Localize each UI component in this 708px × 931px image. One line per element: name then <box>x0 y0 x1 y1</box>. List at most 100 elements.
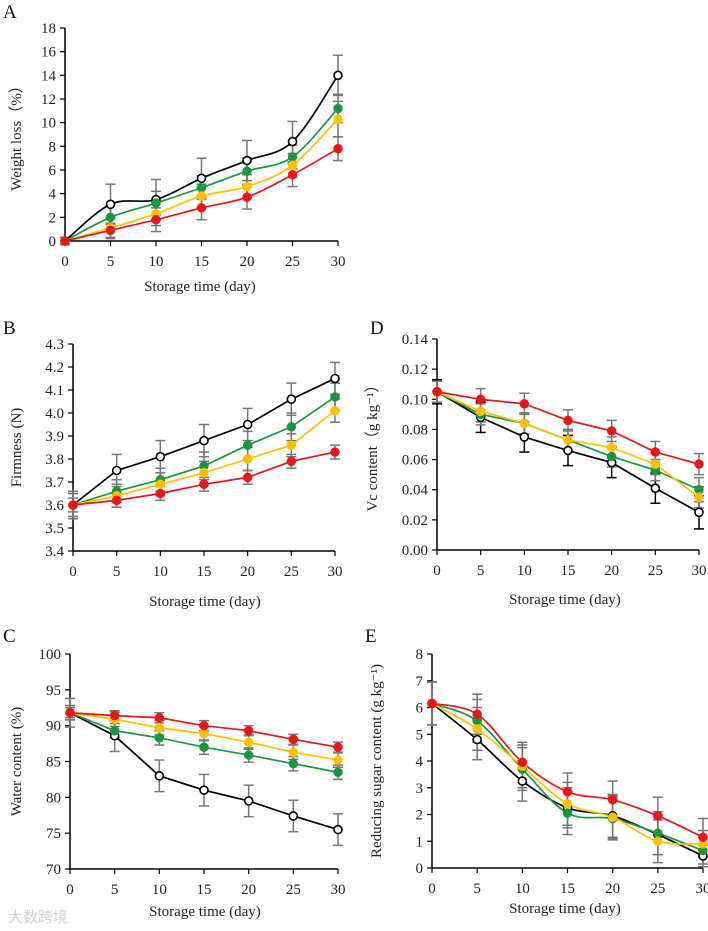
data-point <box>517 776 528 786</box>
data-point <box>472 734 482 745</box>
x-axis-label: Storage time (day) <box>149 904 261 920</box>
y-tick-label: 10 <box>41 116 56 132</box>
data-point <box>105 212 116 223</box>
data-point <box>196 203 207 213</box>
data-point <box>694 459 704 469</box>
data-point <box>105 199 116 210</box>
data-point <box>154 771 165 781</box>
data-point <box>517 757 528 768</box>
x-tick-label: 30 <box>331 254 346 270</box>
y-tick-label: 0.00 <box>402 543 428 559</box>
data-point <box>199 785 209 795</box>
data-point <box>199 479 209 490</box>
data-point <box>653 828 663 838</box>
y-tick-label: 3.7 <box>45 475 64 491</box>
data-point <box>288 734 299 745</box>
data-point <box>242 454 253 464</box>
y-tick-label: 4.1 <box>45 383 64 399</box>
data-point <box>432 387 442 397</box>
y-tick-label: 4 <box>416 754 424 770</box>
y-axis-label: Vc content（g kg⁻¹） <box>364 377 381 511</box>
x-tick-label: 25 <box>284 564 299 580</box>
data-point <box>333 742 343 752</box>
data-point <box>243 750 254 760</box>
data-point <box>199 720 209 731</box>
data-point <box>519 399 530 409</box>
y-axis-label: Firmness (N) <box>9 408 25 488</box>
data-point <box>562 787 573 797</box>
data-point <box>694 492 704 502</box>
y-tick-label: 0.08 <box>402 422 428 438</box>
x-tick-label: 5 <box>111 882 119 898</box>
y-axis-label: Weight loss（%） <box>8 78 25 191</box>
x-tick-label: 10 <box>515 881 530 897</box>
panel-letter: E <box>365 626 377 647</box>
y-tick-label: 4.3 <box>45 337 64 353</box>
x-tick-label: 10 <box>149 254 164 270</box>
data-point <box>333 103 343 114</box>
y-tick-label: 3.8 <box>45 452 64 468</box>
y-tick-label: 100 <box>39 647 62 663</box>
data-point <box>427 698 437 709</box>
data-point <box>333 824 343 835</box>
y-tick-label: 12 <box>41 92 56 108</box>
x-tick-label: 15 <box>561 563 576 579</box>
data-point <box>196 191 207 201</box>
data-point <box>111 465 122 476</box>
x-axis-label: Storage time (day) <box>149 594 261 610</box>
x-tick-label: 25 <box>650 881 665 897</box>
y-tick-label: 75 <box>46 826 61 842</box>
data-point <box>242 440 253 450</box>
panel-letter: D <box>370 318 384 339</box>
data-point <box>288 811 299 821</box>
y-tick-label: 85 <box>46 755 61 771</box>
data-point <box>333 114 343 124</box>
x-tick-label: 30 <box>696 881 708 897</box>
data-point <box>287 136 298 147</box>
y-tick-label: 5 <box>416 727 424 743</box>
data-point <box>333 767 343 777</box>
data-point <box>286 456 297 467</box>
x-tick-label: 30 <box>328 564 343 580</box>
data-point <box>330 405 340 416</box>
data-point <box>243 737 254 747</box>
x-tick-label: 25 <box>286 882 301 898</box>
y-tick-label: 3.4 <box>45 544 64 560</box>
data-point <box>653 811 663 821</box>
x-tick-label: 25 <box>285 254 300 270</box>
y-tick-label: 6 <box>416 701 424 717</box>
data-point <box>154 713 165 723</box>
data-point <box>607 795 618 805</box>
y-tick-label: 0.10 <box>402 392 428 408</box>
data-point <box>287 152 298 162</box>
x-tick-label: 15 <box>197 564 212 580</box>
y-tick-label: 18 <box>41 21 56 37</box>
x-tick-label: 25 <box>648 563 663 579</box>
data-point <box>650 459 661 469</box>
y-tick-label: 8 <box>49 139 57 155</box>
data-point <box>151 198 161 208</box>
data-point <box>519 418 530 429</box>
data-point <box>519 432 530 442</box>
data-point <box>333 143 343 154</box>
data-point <box>199 742 209 752</box>
panel-letter: A <box>3 2 17 23</box>
data-point <box>109 725 120 736</box>
data-point <box>286 440 297 450</box>
data-point <box>242 419 253 430</box>
data-point <box>155 451 166 462</box>
data-point <box>242 181 252 192</box>
y-tick-label: 3.9 <box>45 429 64 445</box>
data-point <box>151 214 161 225</box>
data-point <box>154 723 165 733</box>
x-tick-label: 15 <box>194 254 209 270</box>
x-tick-label: 10 <box>152 882 167 898</box>
data-point <box>196 173 207 184</box>
x-tick-label: 0 <box>433 563 441 579</box>
y-tick-label: 6 <box>49 163 57 179</box>
data-point <box>105 225 116 236</box>
y-tick-label: 95 <box>46 683 61 699</box>
x-tick-label: 5 <box>107 254 115 270</box>
y-tick-label: 7 <box>416 674 424 690</box>
